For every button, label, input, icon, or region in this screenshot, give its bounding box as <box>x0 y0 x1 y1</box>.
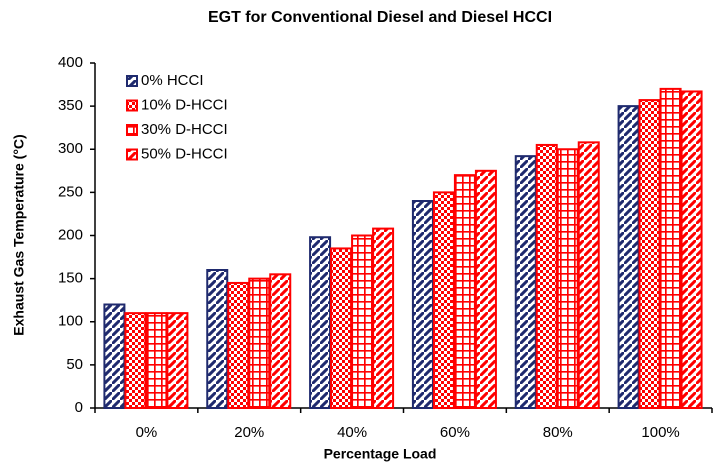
y-tick-label: 250 <box>58 183 83 200</box>
bar <box>309 236 332 409</box>
legend-label: 10% D-HCCI <box>141 96 228 113</box>
bar <box>227 281 250 409</box>
bar <box>474 169 497 409</box>
y-tick-label: 400 <box>58 54 83 71</box>
y-tick-label: 50 <box>66 356 83 373</box>
bar <box>269 273 292 409</box>
bar <box>659 87 682 409</box>
bar <box>248 277 271 409</box>
y-tick-label: 200 <box>58 226 83 243</box>
bar <box>330 247 353 409</box>
bar <box>432 191 455 409</box>
bar <box>372 227 395 409</box>
bar <box>680 90 703 410</box>
bar <box>535 143 558 409</box>
bar <box>577 141 600 409</box>
x-tick-label: 100% <box>641 424 679 441</box>
legend-label: 50% D-HCCI <box>141 145 228 162</box>
legend-swatch <box>126 75 138 87</box>
bar <box>556 148 579 409</box>
x-tick-label: 40% <box>337 424 367 441</box>
bar <box>638 99 661 410</box>
bar <box>411 200 434 409</box>
y-tick-label: 350 <box>58 97 83 114</box>
y-tick-label: 100 <box>58 313 83 330</box>
bar <box>145 312 168 409</box>
legend-label: 0% HCCI <box>141 72 204 89</box>
legend-swatch <box>126 124 138 136</box>
bar <box>351 234 374 409</box>
bar <box>617 105 640 409</box>
y-axis-label: Exhaust Gas Temperature (°C) <box>11 134 27 335</box>
x-tick-label: 60% <box>440 424 470 441</box>
x-tick-label: 0% <box>136 424 158 441</box>
bar <box>124 312 147 409</box>
legend-swatch <box>126 99 138 112</box>
x-axis-label: Percentage Load <box>324 446 437 462</box>
x-tick-label: 20% <box>234 424 264 441</box>
bar <box>166 312 189 409</box>
bar <box>103 303 126 409</box>
y-tick-label: 300 <box>58 140 83 157</box>
bar <box>514 155 537 409</box>
y-tick-label: 0 <box>75 399 83 416</box>
legend-swatch <box>126 148 138 161</box>
x-tick-label: 80% <box>543 424 573 441</box>
bar <box>206 269 229 409</box>
y-tick-label: 150 <box>58 270 83 287</box>
chart-title: EGT for Conventional Diesel and Diesel H… <box>208 9 552 26</box>
legend-label: 30% D-HCCI <box>141 121 228 138</box>
bar <box>453 174 476 409</box>
